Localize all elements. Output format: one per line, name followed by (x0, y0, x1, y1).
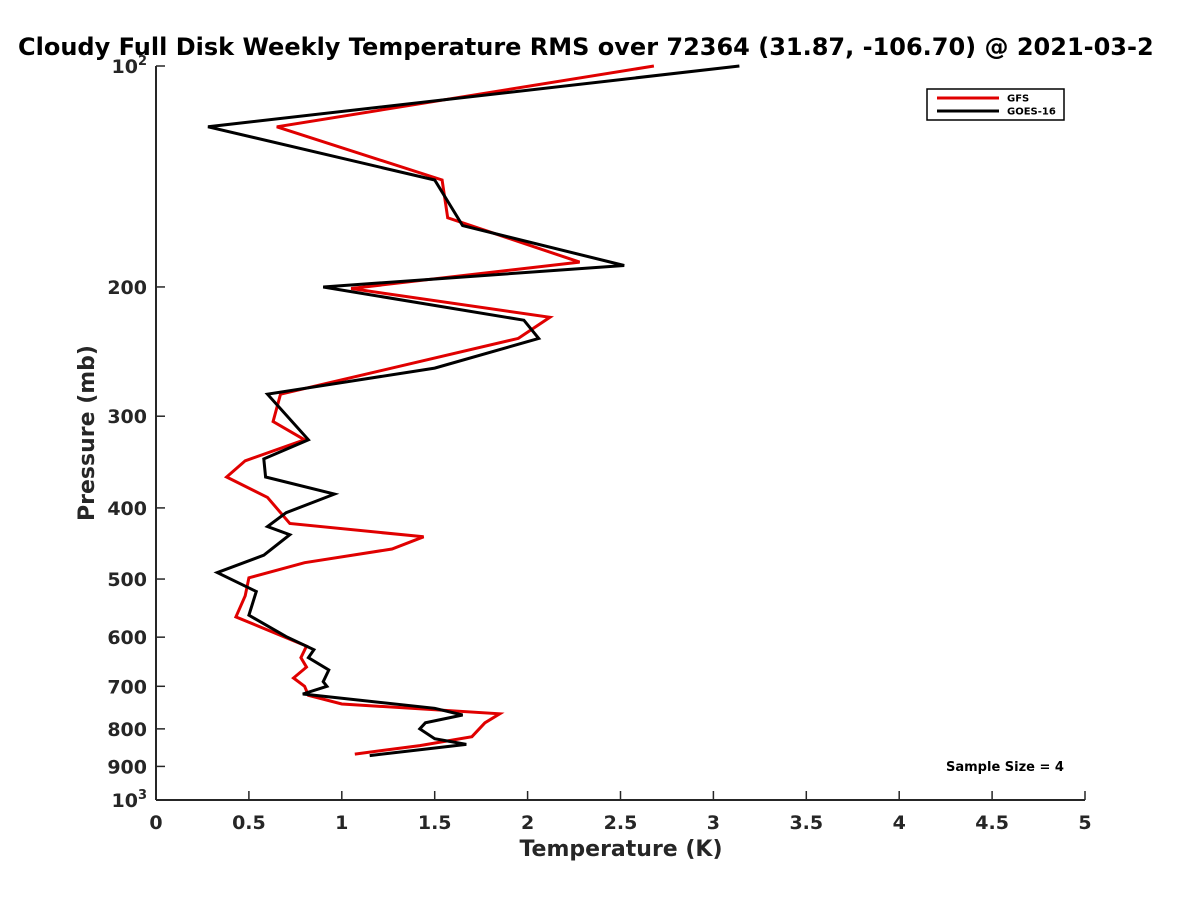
x-tick-label: 0.5 (232, 812, 266, 834)
legend-label: GFS (1007, 94, 1029, 105)
series-line-goes-16 (207, 64, 740, 758)
y-tick-label: 500 (107, 569, 147, 591)
x-tick-label: 4.5 (975, 812, 1009, 834)
x-tick-label: 1 (335, 812, 348, 834)
y-tick-label: 300 (107, 406, 147, 428)
x-axis-label: Temperature (K) (519, 837, 722, 862)
y-tick-label: 900 (107, 756, 147, 778)
chart-title: Cloudy Full Disk Weekly Temperature RMS … (18, 33, 1154, 61)
y-tick-label: 200 (107, 277, 147, 299)
legend-label: GOES-16 (1007, 107, 1056, 118)
y-tick-label: 700 (107, 676, 147, 698)
sample-size-annotation: Sample Size = 4 (946, 760, 1064, 775)
x-tick-label: 1.5 (418, 812, 452, 834)
x-tick-label: 0 (149, 812, 162, 834)
legend-box (926, 88, 1065, 121)
y-tick-label: 103 (112, 788, 148, 812)
y-axis-label: Pressure (mb) (75, 345, 100, 521)
x-tick-label: 4 (893, 812, 906, 834)
series-line-gfs (223, 64, 655, 756)
x-tick-label: 2 (521, 812, 534, 834)
x-tick-label: 3.5 (789, 812, 823, 834)
plot-area: 0 0.5 1 1.5 2 2.5 3 3.5 4 4.5 5 102 200 300 400 500 600 7… (107, 54, 1091, 834)
y-tick-label: 102 (112, 54, 148, 78)
x-tick-label: 5 (1078, 812, 1091, 834)
y-tick-label: 800 (107, 719, 147, 741)
x-tick-label: 3 (707, 812, 720, 834)
x-tick-label: 2.5 (604, 812, 638, 834)
y-tick-label: 600 (107, 627, 147, 649)
y-tick-label: 400 (107, 498, 147, 520)
